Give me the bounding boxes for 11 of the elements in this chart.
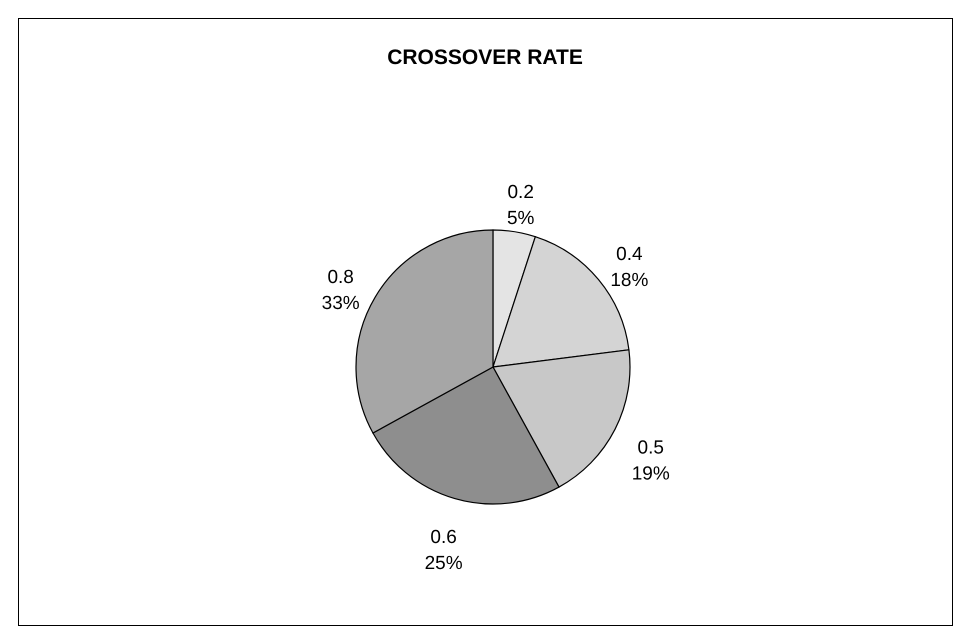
slice-label: 0.5 [637,437,664,458]
slice-label: 0.6 [430,526,457,548]
slice-label: 0.4 [616,244,644,266]
data-label: 5% [506,208,535,230]
data-label: 19% [632,463,670,484]
data-label: 18% [610,270,648,292]
slice-label: 0.8 [327,266,354,288]
chart-title: CROSSOVER RATE [387,46,583,69]
data-label: 25% [424,552,463,574]
data-label: 33% [322,292,360,314]
slice-label: 0.2 [507,182,534,204]
